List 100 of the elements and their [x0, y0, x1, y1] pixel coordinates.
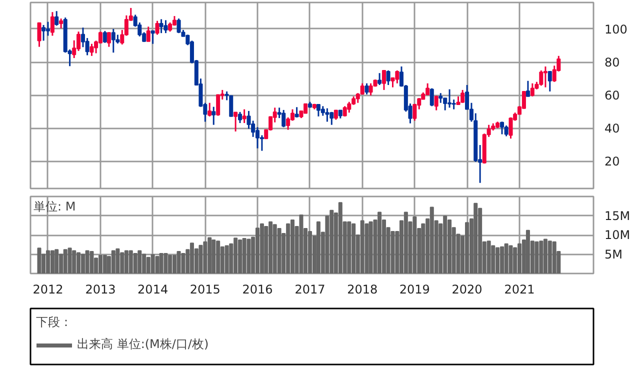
bar — [37, 248, 42, 274]
bar — [111, 250, 116, 274]
x-tick-label: 2020 — [452, 282, 482, 296]
candlestick — [90, 43, 94, 57]
x-tick-label: 2015 — [190, 282, 220, 296]
candlestick — [238, 111, 242, 124]
candlestick — [164, 19, 168, 34]
bar — [508, 245, 513, 274]
candlestick — [334, 110, 338, 120]
bar — [50, 250, 54, 274]
x-tick-label: 2012 — [32, 282, 64, 296]
candlestick — [382, 70, 386, 91]
candlestick — [50, 11, 54, 36]
bar — [164, 252, 168, 274]
candlestick — [146, 26, 150, 42]
bar — [68, 248, 72, 274]
candlestick — [150, 30, 155, 45]
candlestick — [325, 108, 330, 122]
y-tick-label: 60 — [604, 88, 620, 103]
candlestick — [176, 18, 181, 34]
bar — [290, 219, 295, 274]
bar — [486, 240, 491, 274]
bar — [277, 228, 282, 274]
bar — [72, 250, 76, 274]
candlestick — [294, 106, 299, 118]
legend-title: 下段： — [36, 314, 73, 331]
bar — [176, 251, 181, 274]
candlestick — [543, 66, 548, 88]
candlestick — [500, 120, 504, 136]
candlestick — [548, 70, 552, 92]
candlestick — [347, 101, 352, 114]
x-tick-label: 2013 — [85, 282, 116, 296]
candlestick — [242, 108, 246, 124]
legend-label: 出来高 単位:(M株/口/枚) — [77, 336, 209, 353]
y-tick-label: 20 — [604, 154, 620, 169]
bar — [474, 202, 478, 274]
candlestick — [159, 18, 164, 34]
bar — [224, 245, 229, 274]
candlestick — [438, 92, 443, 104]
bar — [390, 231, 395, 274]
candlestick — [102, 30, 107, 44]
bar — [347, 221, 352, 274]
y-tick-label: 10M — [604, 228, 630, 242]
candlestick — [526, 80, 530, 98]
bar — [552, 241, 556, 274]
annotation: 単位: M — [34, 200, 76, 214]
bar — [513, 247, 518, 274]
candlestick — [378, 72, 382, 86]
candlestick — [208, 102, 212, 118]
x-tick-label: 2014 — [138, 282, 168, 296]
bar — [364, 223, 369, 274]
y-tick-label: 80 — [604, 56, 620, 70]
bar — [116, 248, 120, 274]
candlestick — [234, 112, 238, 132]
candlestick — [155, 20, 160, 36]
bar — [212, 240, 216, 274]
candlestick — [85, 37, 90, 56]
bar — [534, 241, 539, 274]
candlestick — [282, 109, 286, 128]
y-tick-label: 40 — [604, 122, 620, 136]
candlestick — [106, 32, 111, 48]
candlestick — [59, 18, 64, 30]
candlestick — [216, 94, 220, 117]
bar — [198, 244, 203, 274]
bar — [181, 252, 186, 274]
candlestick — [430, 88, 434, 107]
bar — [299, 214, 304, 274]
x-tick-label: 2016 — [242, 282, 273, 296]
bar — [368, 221, 373, 274]
bar — [138, 250, 142, 274]
candlestick — [360, 82, 364, 95]
candlestick — [111, 28, 116, 54]
candlestick — [504, 124, 508, 138]
bar — [54, 249, 59, 274]
x-tick-label: 2019 — [399, 282, 430, 296]
bar — [260, 223, 264, 274]
bar — [133, 252, 138, 274]
candlestick — [212, 106, 216, 126]
candlestick — [168, 22, 172, 32]
candlestick — [46, 21, 50, 36]
candlestick — [37, 22, 42, 48]
bar — [246, 238, 251, 274]
candlestick — [42, 24, 46, 42]
candlestick — [368, 82, 373, 96]
x-tick-label: 2017 — [294, 282, 326, 296]
candlestick — [229, 95, 234, 117]
y-tick-label: 15M — [604, 208, 630, 223]
bar — [102, 254, 107, 274]
candlestick — [508, 116, 513, 140]
candlestick — [530, 82, 534, 98]
bar — [90, 251, 94, 274]
candlestick — [434, 95, 438, 112]
y-tick-label: 5M — [604, 247, 622, 262]
x-tick-label: 2018 — [347, 282, 378, 296]
candlestick — [452, 98, 456, 110]
bar — [404, 212, 408, 274]
candlestick — [460, 89, 465, 104]
bar — [159, 252, 164, 274]
x-tick-label: 2021 — [504, 282, 535, 296]
y-tick-label: 100 — [604, 22, 628, 36]
